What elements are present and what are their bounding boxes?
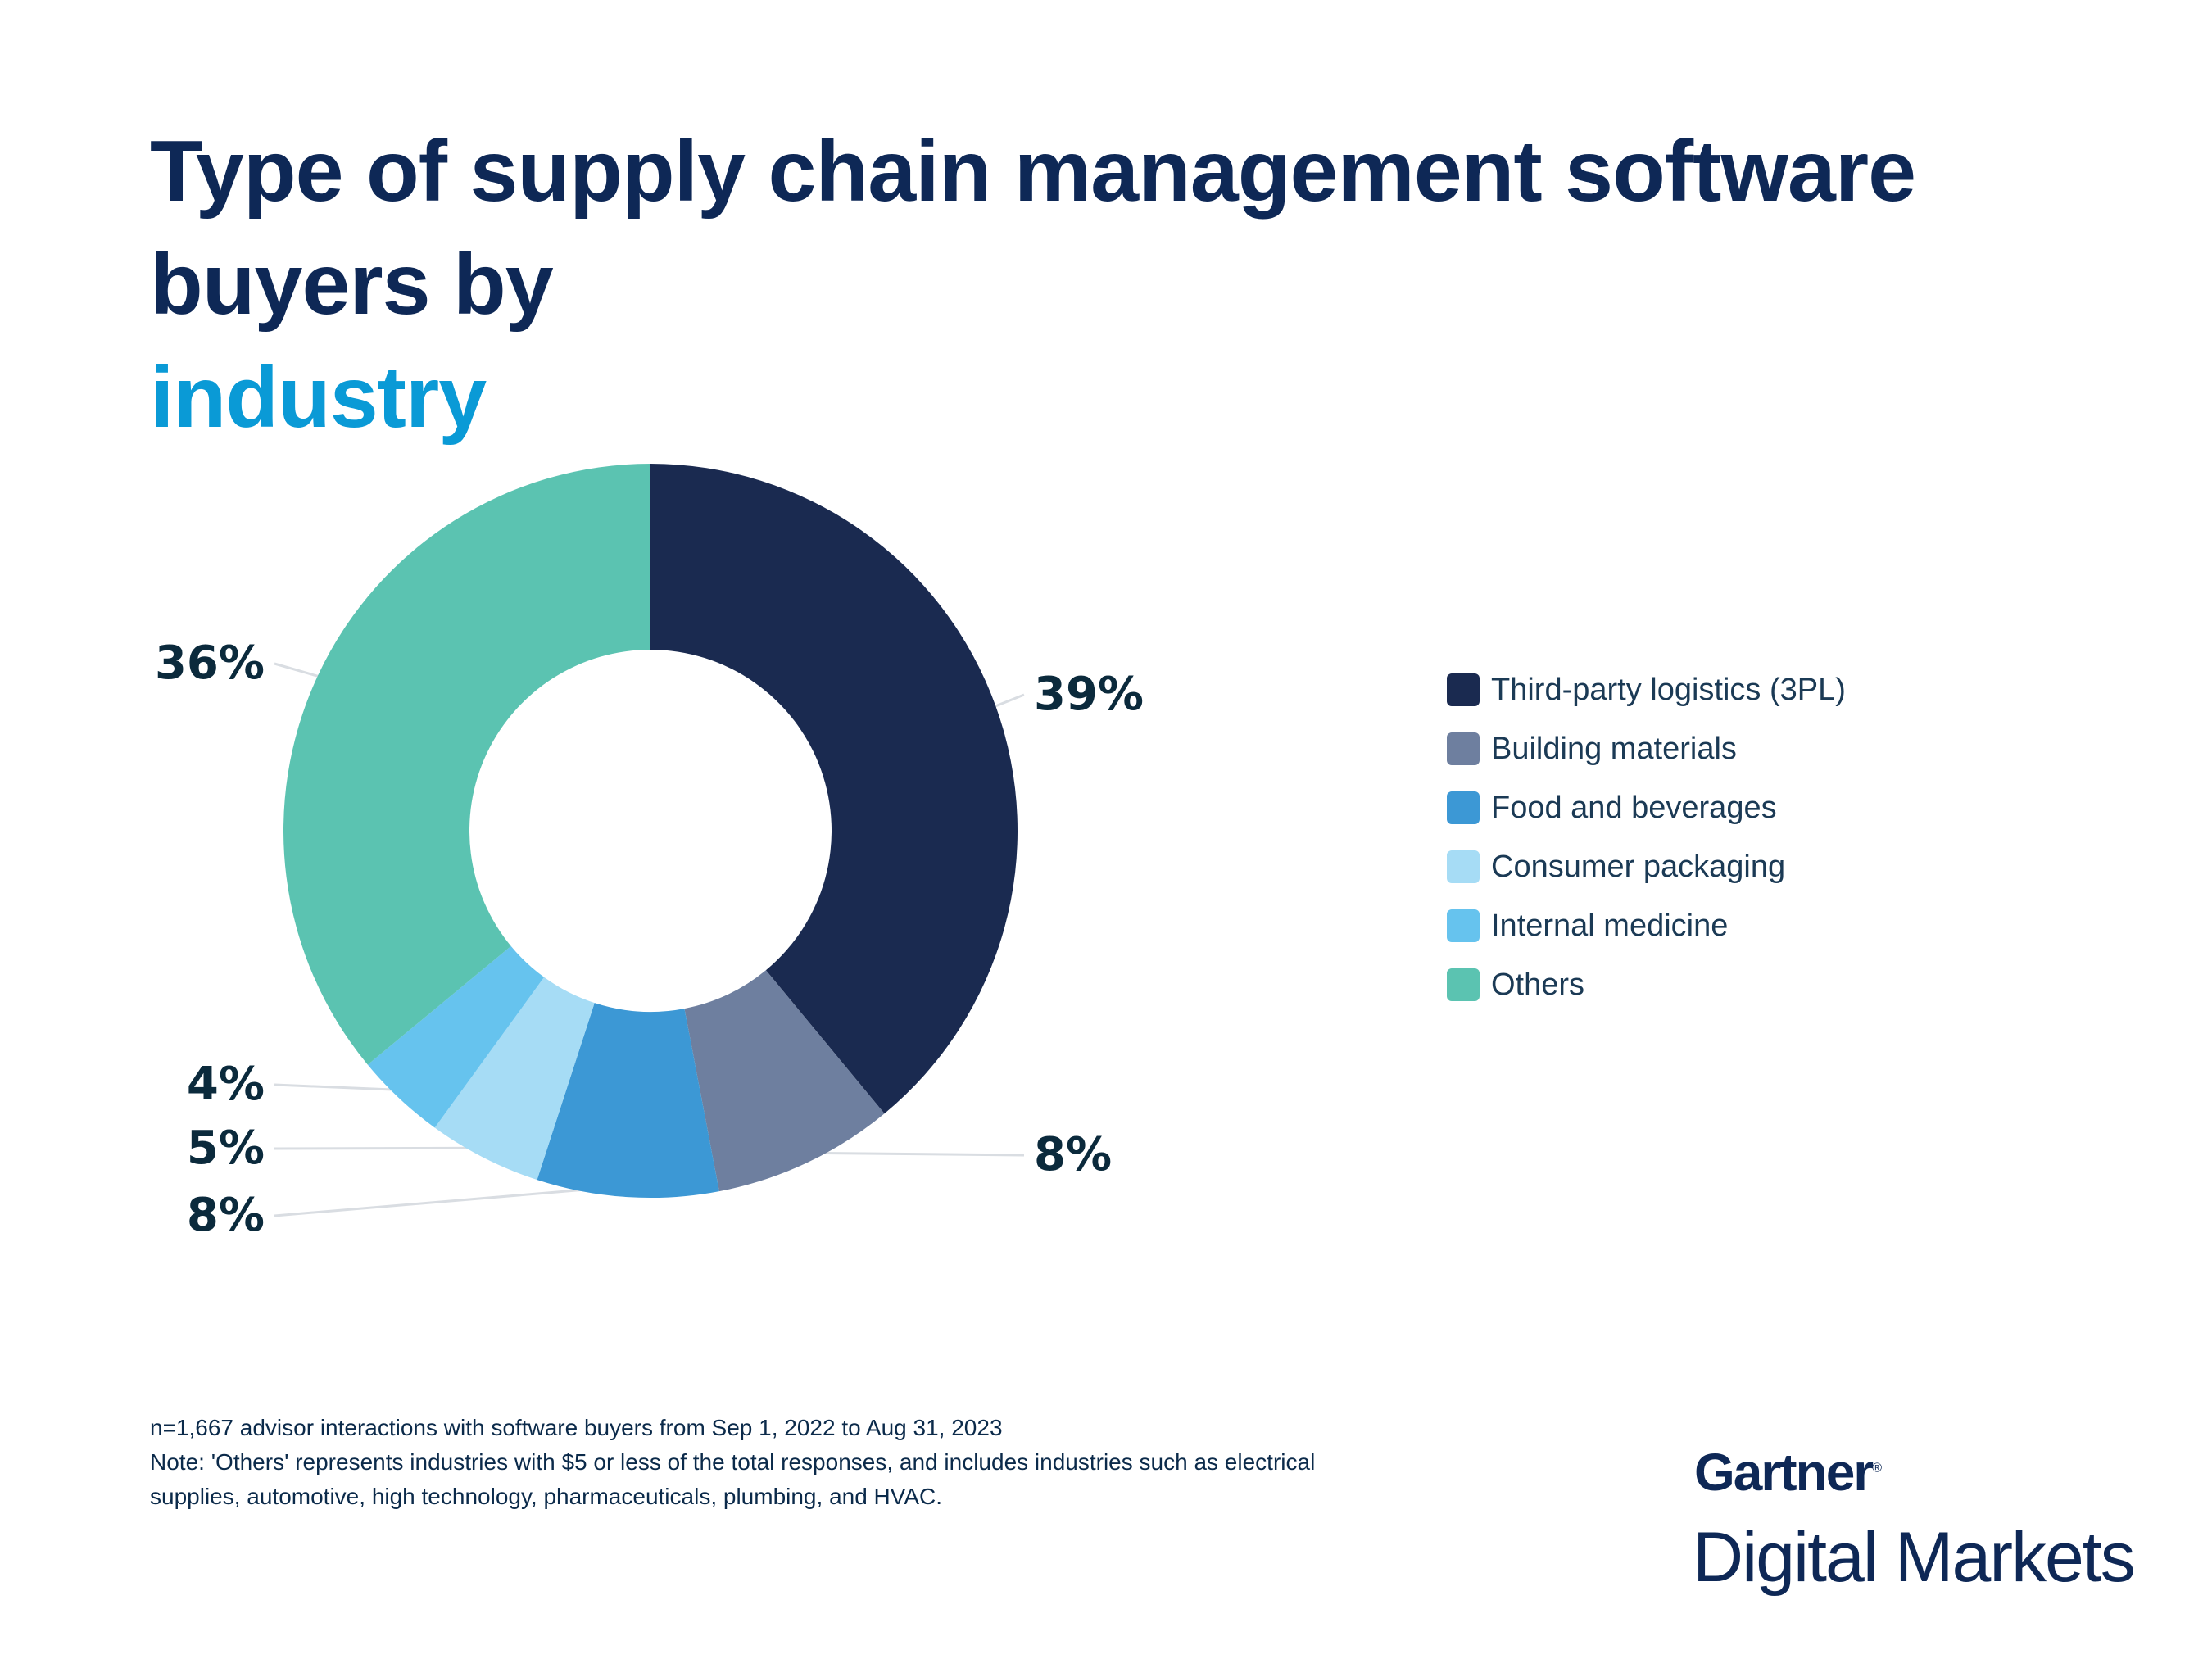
legend-item: Consumer packaging <box>1447 837 1846 896</box>
legend-label: Third-party logistics (3PL) <box>1491 672 1846 707</box>
footnote: n=1,667 advisor interactions with softwa… <box>150 1411 1315 1514</box>
slice-5 <box>283 464 650 1065</box>
chart-title: Type of supply chain management software… <box>150 115 2212 454</box>
legend-swatch <box>1447 791 1480 824</box>
legend: Third-party logistics (3PL) Building mate… <box>1447 660 1846 1014</box>
footnote-note-cont: supplies, automotive, high technology, p… <box>150 1484 943 1509</box>
slice-3 <box>434 977 595 1181</box>
title-text: Type of supply chain management software… <box>150 123 1916 333</box>
data-label-2: 8% <box>187 1189 265 1242</box>
slice-1 <box>684 970 885 1192</box>
legend-label: Food and beverages <box>1491 790 1777 825</box>
legend-swatch <box>1447 850 1480 883</box>
legend-item: Others <box>1447 955 1846 1014</box>
legend-swatch <box>1447 673 1480 706</box>
legend-item: Third-party logistics (3PL) <box>1447 660 1846 719</box>
logo-subtitle: Digital Markets <box>1693 1518 2136 1597</box>
slice-4 <box>367 945 545 1128</box>
legend-item: Food and beverages <box>1447 778 1846 837</box>
footnote-note: Note: 'Others' represents industries wit… <box>150 1449 1316 1475</box>
leader-line-3 <box>274 1146 489 1150</box>
legend-item: Internal medicine <box>1447 896 1846 955</box>
legend-label: Consumer packaging <box>1491 849 1786 884</box>
data-label-4: 4% <box>187 1058 265 1111</box>
legend-swatch <box>1447 732 1480 765</box>
legend-swatch <box>1447 968 1480 1001</box>
legend-label: Others <box>1491 967 1585 1002</box>
slice-2 <box>537 1003 719 1199</box>
data-label-3: 5% <box>187 1122 265 1175</box>
legend-item: Building materials <box>1447 719 1846 778</box>
legend-swatch <box>1447 909 1480 942</box>
legend-label: Internal medicine <box>1491 908 1729 943</box>
data-label-5: 36% <box>155 637 265 690</box>
leader-line-4 <box>274 1083 407 1092</box>
data-label-0: 39% <box>1034 668 1144 721</box>
footnote-sample: n=1,667 advisor interactions with softwa… <box>150 1415 1003 1440</box>
leader-line-1 <box>802 1151 1025 1157</box>
logo-brand: Gartner <box>1694 1443 1874 1502</box>
slice-0 <box>650 464 1018 1114</box>
leader-line-2 <box>274 1185 628 1217</box>
legend-label: Building materials <box>1491 731 1737 766</box>
data-label-1: 8% <box>1034 1128 1112 1181</box>
gartner-logo: Gartner® <box>1694 1443 1882 1502</box>
title-accent: industry <box>150 349 487 446</box>
